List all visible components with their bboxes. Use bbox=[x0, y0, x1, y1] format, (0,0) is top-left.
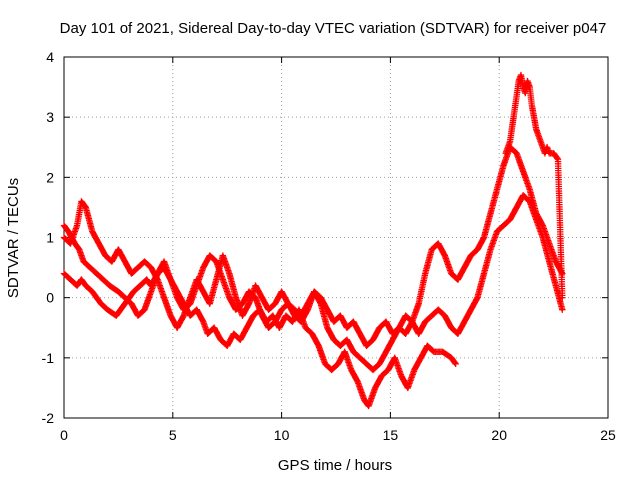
series-track-d bbox=[502, 71, 566, 301]
y-tick-label: 0 bbox=[46, 290, 54, 306]
data-point bbox=[452, 360, 459, 368]
data-point bbox=[554, 155, 561, 162]
x-tick-label: 15 bbox=[383, 427, 399, 443]
x-axis-label: GPS time / hours bbox=[278, 457, 392, 474]
y-tick-label: -2 bbox=[42, 410, 55, 426]
y-tick-label: 3 bbox=[46, 109, 54, 125]
chart-title: Day 101 of 2021, Sidereal Day-to-day VTE… bbox=[60, 20, 607, 37]
data-point bbox=[451, 359, 459, 367]
y-tick-label: 2 bbox=[46, 169, 54, 185]
x-tick-label: 0 bbox=[60, 427, 68, 443]
series-track-c bbox=[60, 144, 566, 374]
data-point bbox=[559, 294, 566, 301]
data-point bbox=[473, 295, 480, 303]
x-tick-label: 10 bbox=[274, 427, 290, 443]
grid bbox=[64, 57, 608, 418]
y-tick-label: -1 bbox=[42, 350, 55, 366]
y-axis-label: SDTVAR / TECUs bbox=[5, 178, 22, 298]
y-tick-label: 4 bbox=[46, 49, 54, 65]
y-tick-label: 1 bbox=[46, 230, 54, 246]
data-point bbox=[480, 235, 487, 242]
data-point bbox=[316, 299, 324, 306]
x-tick-label: 20 bbox=[491, 427, 507, 443]
x-axis: 0 5 10 15 20 25 bbox=[60, 57, 616, 443]
x-tick-label: 5 bbox=[169, 427, 177, 443]
data-point bbox=[559, 306, 566, 313]
x-tick-label: 25 bbox=[600, 427, 616, 443]
series-track-a bbox=[60, 264, 459, 410]
y-axis: -2 -1 0 1 2 3 4 bbox=[42, 49, 608, 426]
data-points bbox=[60, 71, 566, 410]
